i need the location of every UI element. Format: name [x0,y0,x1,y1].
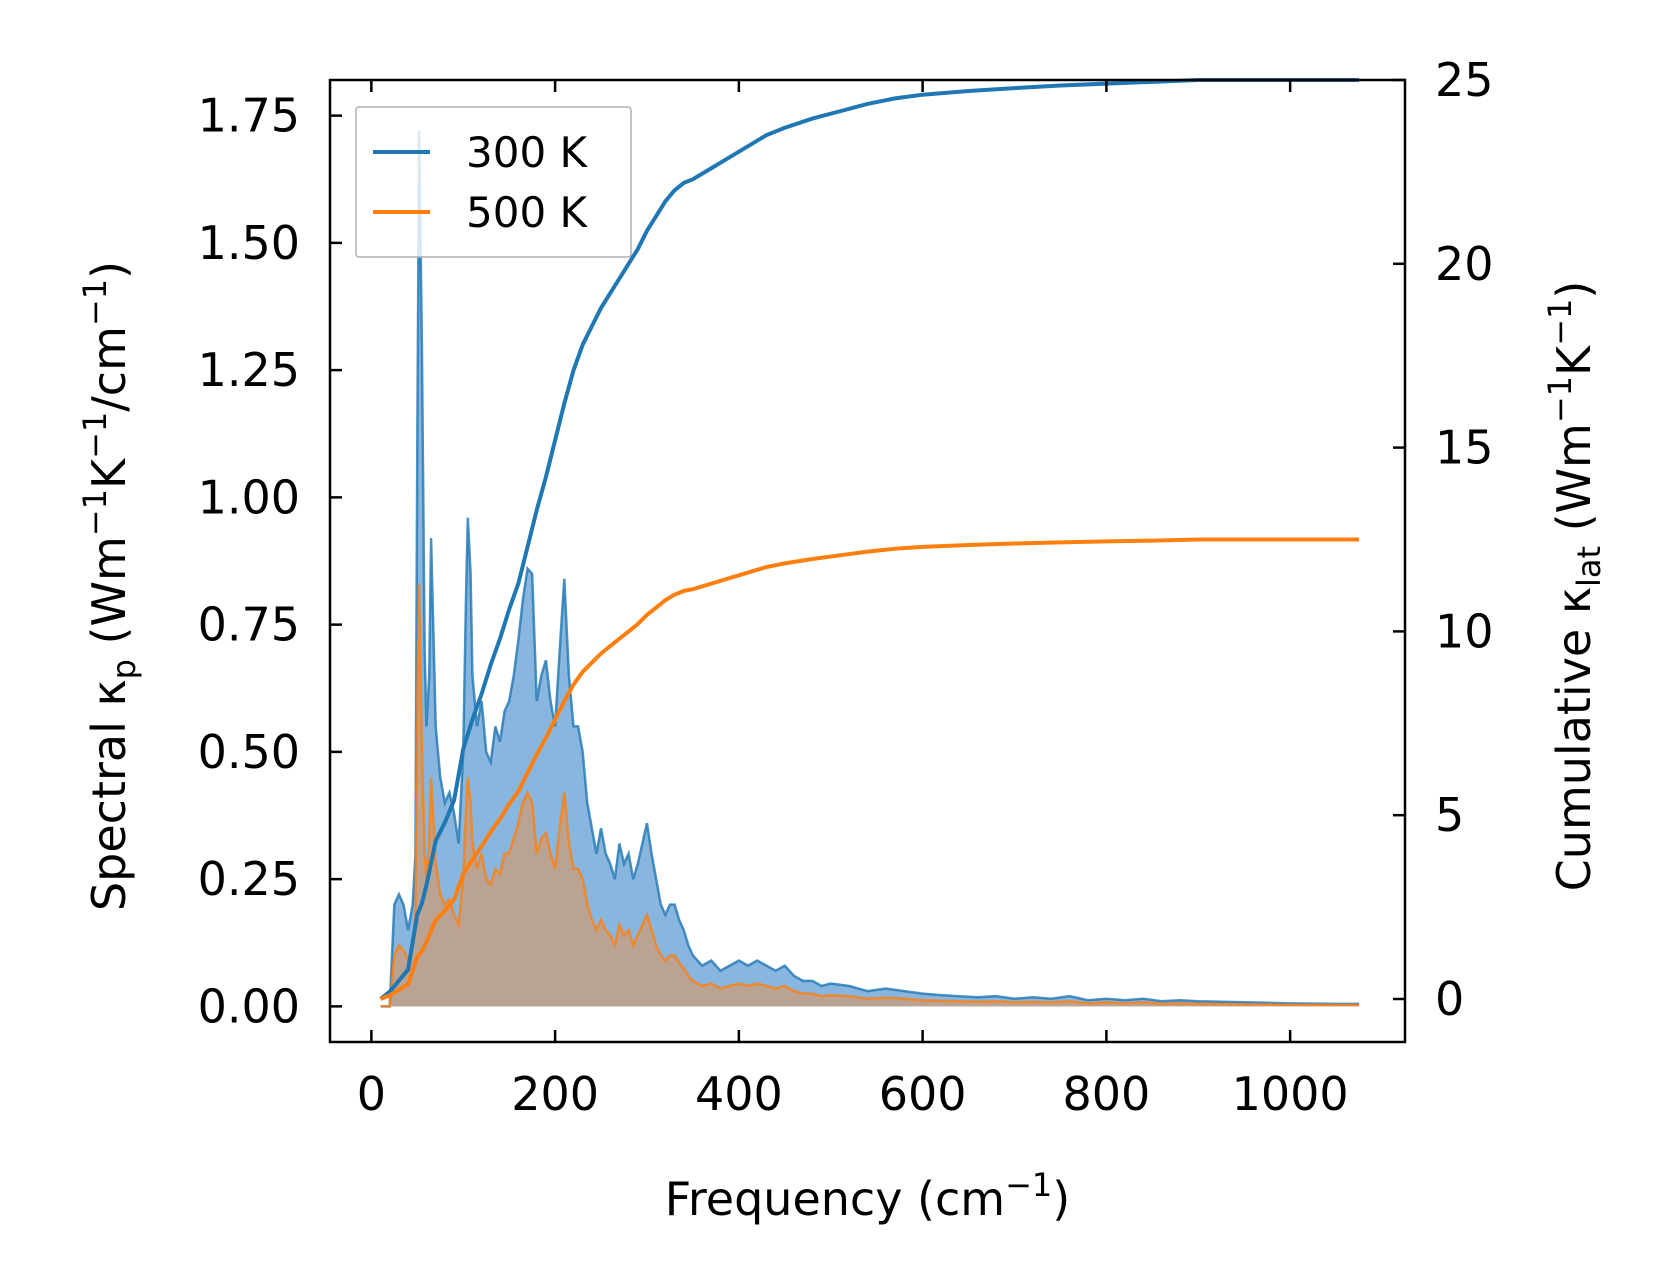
x-tick-label: 200 [511,1067,599,1121]
cumulative-500k-line [379,537,1360,1001]
y-right-tick-label: 20 [1435,237,1494,291]
y-left-axis-label: Spectral κp (Wm−1K−1/cm−1) [76,261,143,911]
plot-frame [328,78,1407,1044]
x-tick-label: 400 [695,1067,783,1121]
legend-box [355,106,632,258]
y-left-tick-label: 0.25 [198,852,300,906]
spectral-fills [380,130,1360,1008]
y-right-tick-label: 0 [1435,972,1464,1026]
axis-ticks: 0 200 400 600 800 10000.000.250.500.751.001.2… [198,53,1494,1121]
axis-labels: Frequency (cm−1) Spectral κp (Wm−1K−1/cm−… [76,261,1608,1226]
y-left-tick-label: 0.00 [198,979,300,1033]
cumulative-300k-line [379,78,1360,1001]
legend: 300 K 500 K [355,106,632,258]
x-axis-label: Frequency (cm−1) [665,1166,1070,1226]
series-lines [379,78,1360,1001]
y-left-tick-label: 1.75 [198,89,300,143]
legend-label: 500 K [466,188,589,237]
x-tick-label: 600 [879,1067,967,1121]
y-right-tick-label: 10 [1435,604,1494,658]
y-right-tick-label: 25 [1435,53,1494,107]
y-right-tick-label: 15 [1435,421,1494,475]
x-tick-label: 800 [1062,1067,1150,1121]
y-left-tick-label: 0.50 [198,725,300,779]
y-left-tick-label: 1.50 [198,216,300,270]
spectral-500k-area [380,583,1360,1007]
y-left-tick-label: 1.25 [198,343,300,397]
spectral-300k-outline [380,130,1360,1008]
x-tick-label: 1000 [1232,1067,1349,1121]
y-left-tick-label: 1.00 [198,470,300,524]
y-right-axis-label: Cumulative κlat (Wm−1K−1) [1541,281,1608,892]
y-right-tick-label: 5 [1435,788,1464,842]
legend-label: 300 K [466,128,589,177]
spectral-500k-outline [380,583,1360,1008]
y-left-tick-label: 0.75 [198,598,300,652]
x-tick-label: 0 [357,1067,386,1121]
